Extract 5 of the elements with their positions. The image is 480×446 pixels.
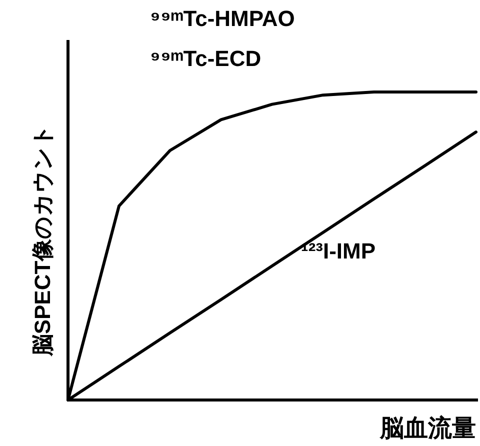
text: ⁹⁹ᵐTc-HMPAO (150, 6, 295, 31)
y-axis-title: 脳SPECT像のカウント (30, 124, 55, 358)
x-axis-title: 脳血流量 (379, 415, 476, 442)
series-label: ¹²³I-IMP (301, 238, 376, 264)
text: ⁹⁹ᵐTc-ECD (150, 46, 262, 71)
